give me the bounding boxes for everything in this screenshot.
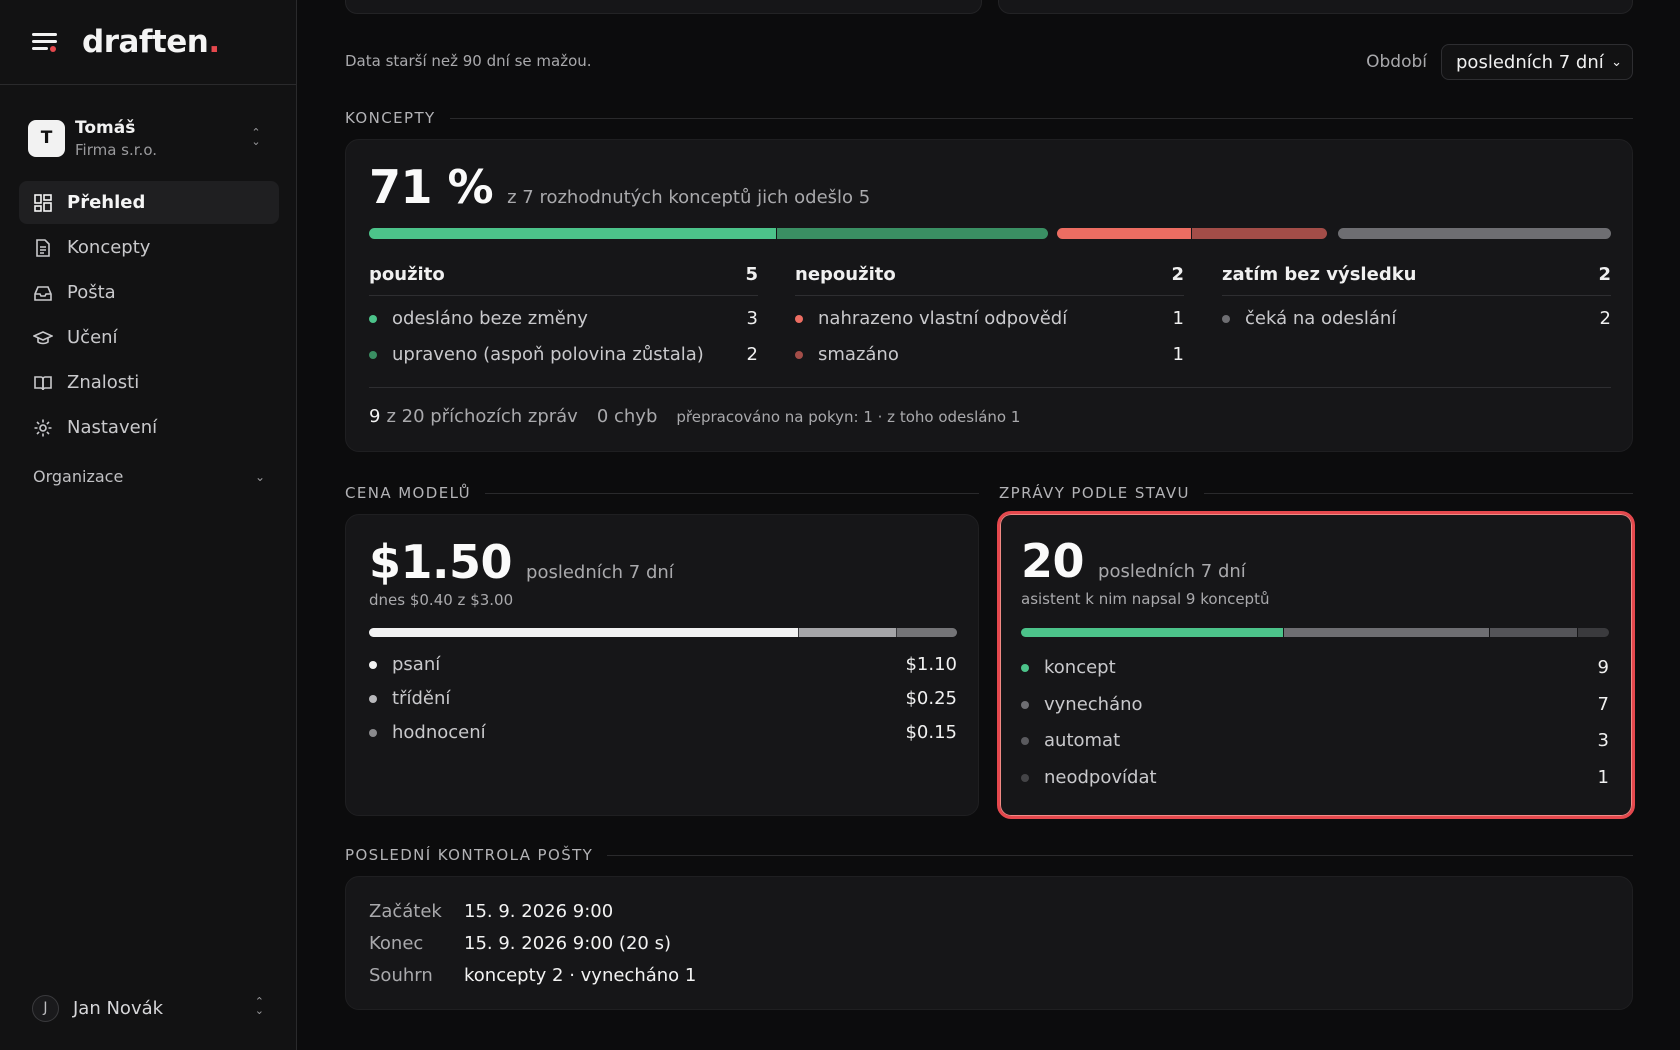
concepts-progress-bar <box>369 228 1611 239</box>
concepts-footer: 9 z 20 příchozích zpráv 0 chyb přepracov… <box>369 406 1020 427</box>
last-check-end: Konec 15. 9. 2026 9:00 (20 s) <box>369 933 671 954</box>
concepts-summary: z 7 rozhodnutých konceptů jich odešlo 5 <box>507 187 871 208</box>
section-title-cost: CENA MODELŮ <box>345 484 979 502</box>
chevron-down-icon: ⌄ <box>1611 54 1622 70</box>
chevron-up-down-icon: ⌃ ⌄ <box>254 995 264 1017</box>
last-check-summary: Souhrn koncepty 2 · vynecháno 1 <box>369 965 697 986</box>
used-header: použito 5 <box>369 264 758 296</box>
book-icon <box>34 375 52 390</box>
sidebar-item-prehled[interactable]: Přehled <box>19 181 279 224</box>
sidebar-item-koncepty[interactable]: Koncepty <box>19 226 279 269</box>
bar-segment-concept <box>1021 628 1283 637</box>
pending-header: zatím bez výsledku 2 <box>1222 264 1611 296</box>
user-name: Jan Novák <box>73 997 164 1019</box>
bar-segment-skipped <box>1284 628 1489 637</box>
errors-count: 0 chyb <box>596 406 658 427</box>
bar-segment-sent-unchanged <box>369 228 776 239</box>
inbox-icon <box>34 285 52 301</box>
bar-segment-sorting <box>799 628 896 637</box>
list-item: odesláno beze změny 3 <box>369 308 758 329</box>
sidebar-item-posta[interactable]: Pošta <box>19 271 279 314</box>
section-title-messages: ZPRÁVY PODLE STAVU <box>999 484 1633 502</box>
app-logo[interactable]: draften. <box>82 24 220 60</box>
cost-period: posledních 7 dní <box>526 562 674 583</box>
messages-progress-bar <box>1021 628 1609 637</box>
period-label: Období <box>1366 52 1427 72</box>
sidebar-nav: Přehled Koncepty Pošta Učení Znalosti Na… <box>19 181 279 451</box>
list-item: automat 3 <box>1021 730 1609 751</box>
messages-period: posledních 7 dní <box>1098 561 1246 582</box>
account-avatar: T <box>28 119 65 157</box>
graduation-cap-icon <box>33 330 53 344</box>
cost-today: dnes $0.40 z $3.00 <box>369 591 514 609</box>
cost-amount: $1.50 <box>369 535 513 589</box>
divider <box>369 387 1611 388</box>
bar-segment-replaced <box>1057 228 1191 239</box>
organization-label: Organizace <box>33 467 124 486</box>
list-item: nahrazeno vlastní odpovědí 1 <box>795 308 1184 329</box>
gear-icon <box>34 419 52 436</box>
sidebar-item-label: Přehled <box>67 192 146 213</box>
sidebar-item-label: Znalosti <box>67 372 140 393</box>
concepts-percent: 71 % <box>369 160 494 214</box>
cost-progress-bar <box>369 628 957 637</box>
account-company: Firma s.r.o. <box>75 140 158 159</box>
period-filter: Období posledních 7 dní ⌄ <box>1366 44 1633 80</box>
list-item: upraveno (aspoň polovina zůstala) 2 <box>369 344 758 365</box>
sidebar-item-label: Nastavení <box>67 417 158 438</box>
retention-note: Data starší než 90 dní se mažou. <box>345 52 592 70</box>
bar-segment-noreply <box>1578 628 1609 637</box>
menu-icon[interactable] <box>32 31 58 53</box>
cost-card: $1.50 posledních 7 dní dnes $0.40 z $3.0… <box>345 514 979 816</box>
logo-row: draften. <box>0 0 296 85</box>
bar-segment-writing <box>369 628 798 637</box>
incoming-text: z 20 příchozích zpráv <box>386 406 578 427</box>
organization-toggle[interactable]: Organizace ⌄ <box>33 467 265 486</box>
list-item: neodpovídat 1 <box>1021 767 1609 788</box>
last-check-card: Začátek 15. 9. 2026 9:00 Konec 15. 9. 2026… <box>345 876 1633 1010</box>
sidebar-item-znalosti[interactable]: Znalosti <box>19 361 279 404</box>
document-icon <box>36 238 50 257</box>
user-avatar: J <box>32 994 59 1022</box>
account-name: Tomáš <box>75 117 136 138</box>
section-title-last-check: POSLEDNÍ KONTROLA POŠTY <box>345 846 1633 864</box>
list-item: smazáno 1 <box>795 344 1184 365</box>
list-item: koncept 9 <box>1021 657 1609 678</box>
sidebar: draften. T Tomáš Firma s.r.o. ⌃ ⌄ Přehled… <box>0 0 297 1050</box>
sidebar-item-uceni[interactable]: Učení <box>19 316 279 359</box>
period-select[interactable]: posledních 7 dní ⌄ <box>1441 44 1633 80</box>
concepts-card: 71 % z 7 rozhodnutých konceptů jich odeš… <box>345 139 1633 452</box>
list-item: čeká na odeslání 2 <box>1222 308 1611 329</box>
sidebar-item-label: Učení <box>67 327 118 348</box>
bar-segment-pending <box>1338 228 1611 239</box>
sidebar-item-label: Pošta <box>67 282 116 303</box>
top-card-right <box>998 0 1633 14</box>
sidebar-item-nastaveni[interactable]: Nastavení <box>19 406 279 449</box>
list-item: třídění $0.25 <box>369 688 957 709</box>
messages-card[interactable]: 20 posledních 7 dní asistent k nim napsa… <box>997 511 1635 819</box>
bar-segment-rating <box>897 628 957 637</box>
sidebar-item-label: Koncepty <box>67 237 151 258</box>
list-item: hodnocení $0.15 <box>369 722 957 743</box>
list-item: vynecháno 7 <box>1021 694 1609 715</box>
dashboard-icon <box>34 193 52 212</box>
chevron-up-down-icon: ⌃ ⌄ <box>251 126 261 148</box>
messages-sub: asistent k nim napsal 9 konceptů <box>1021 590 1270 608</box>
bar-segment-deleted <box>1192 228 1327 239</box>
messages-count: 20 <box>1021 534 1085 588</box>
section-title-concepts: KONCEPTY <box>345 109 1633 127</box>
period-select-value: posledních 7 dní <box>1456 51 1604 73</box>
chevron-down-icon: ⌄ <box>254 469 265 484</box>
list-item: psaní $1.10 <box>369 654 957 675</box>
top-card-left <box>345 0 982 14</box>
last-check-start: Začátek 15. 9. 2026 9:00 <box>369 901 614 922</box>
incoming-count: 9 <box>369 406 381 427</box>
bar-segment-auto <box>1490 628 1577 637</box>
reworked-note: přepracováno na pokyn: 1 · z toho odeslá… <box>676 408 1021 426</box>
user-menu[interactable]: J Jan Novák ⌃ ⌄ <box>32 993 264 1023</box>
unused-header: nepoužito 2 <box>795 264 1184 296</box>
bar-segment-edited <box>777 228 1048 239</box>
account-switcher[interactable]: T Tomáš Firma s.r.o. ⌃ ⌄ <box>28 114 270 162</box>
